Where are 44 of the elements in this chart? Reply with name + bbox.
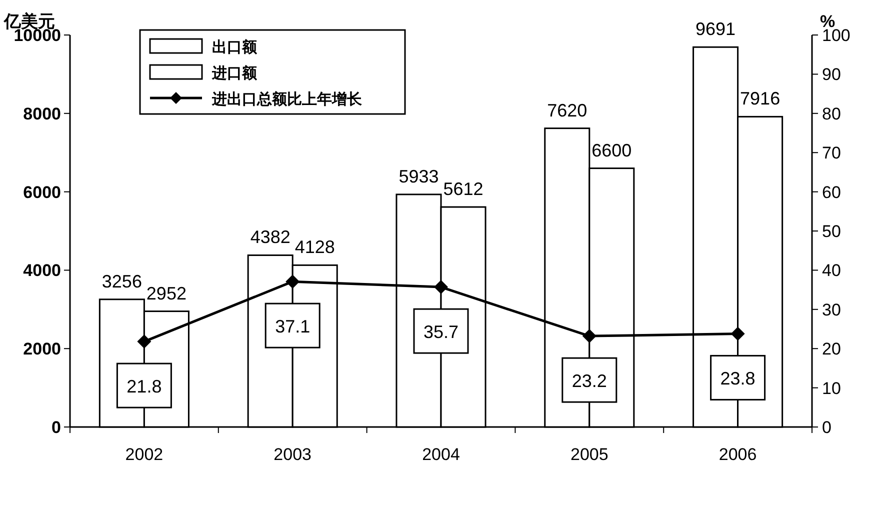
legend-label: 出口额 bbox=[212, 38, 258, 56]
point bbox=[434, 280, 448, 294]
x-tick-label: 2003 bbox=[274, 445, 312, 464]
x-tick-label: 2002 bbox=[125, 445, 164, 464]
data-label: 23.2 bbox=[572, 371, 607, 392]
data-label: 7620 bbox=[547, 100, 588, 120]
legend-label: 进出口总额比上年增长 bbox=[211, 90, 363, 108]
point bbox=[286, 274, 300, 289]
data-label: 37.1 bbox=[275, 316, 310, 337]
y2-tick-label: 30 bbox=[822, 300, 841, 320]
y-tick-label: 0 bbox=[52, 418, 61, 437]
y2-tick-label: 100 bbox=[822, 26, 850, 45]
x-tick-label: 2006 bbox=[718, 445, 757, 464]
y2-tick-label: 80 bbox=[822, 104, 841, 124]
y-tick-label: 4000 bbox=[23, 261, 61, 280]
y2-tick-label: 10 bbox=[822, 378, 841, 398]
legend-label: 进口额 bbox=[211, 64, 258, 82]
data-label: 21.8 bbox=[126, 376, 162, 397]
y-tick-label: 2000 bbox=[23, 340, 61, 359]
y2-tick-label: 90 bbox=[822, 65, 841, 84]
data-label: 5612 bbox=[443, 179, 484, 200]
y-tick-label: 6000 bbox=[23, 182, 61, 202]
y2-tick-label: 40 bbox=[822, 261, 841, 280]
y2-tick-label: 0 bbox=[822, 418, 832, 437]
data-label: 23.8 bbox=[720, 368, 756, 389]
point bbox=[137, 334, 152, 349]
x-tick-label: 2005 bbox=[570, 445, 608, 464]
y2-tick-label: 50 bbox=[822, 222, 841, 241]
data-label: 9691 bbox=[696, 19, 736, 40]
data-label: 4382 bbox=[250, 227, 290, 248]
point bbox=[730, 326, 745, 341]
y-tick-label: 8000 bbox=[23, 104, 61, 124]
data-label: 3256 bbox=[102, 271, 142, 292]
data-label: 5933 bbox=[398, 166, 439, 186]
point bbox=[582, 329, 596, 344]
data-label: 2952 bbox=[146, 283, 186, 304]
y2-tick-label: 20 bbox=[822, 340, 841, 359]
data-label: 7916 bbox=[740, 88, 780, 109]
y2-tick-label: 70 bbox=[822, 144, 841, 163]
data-label: 4128 bbox=[294, 237, 335, 258]
data-label: 6600 bbox=[592, 140, 632, 160]
y2-tick-label: 60 bbox=[822, 182, 841, 202]
data-label: 35.7 bbox=[423, 322, 459, 342]
x-tick-label: 2004 bbox=[422, 445, 460, 464]
